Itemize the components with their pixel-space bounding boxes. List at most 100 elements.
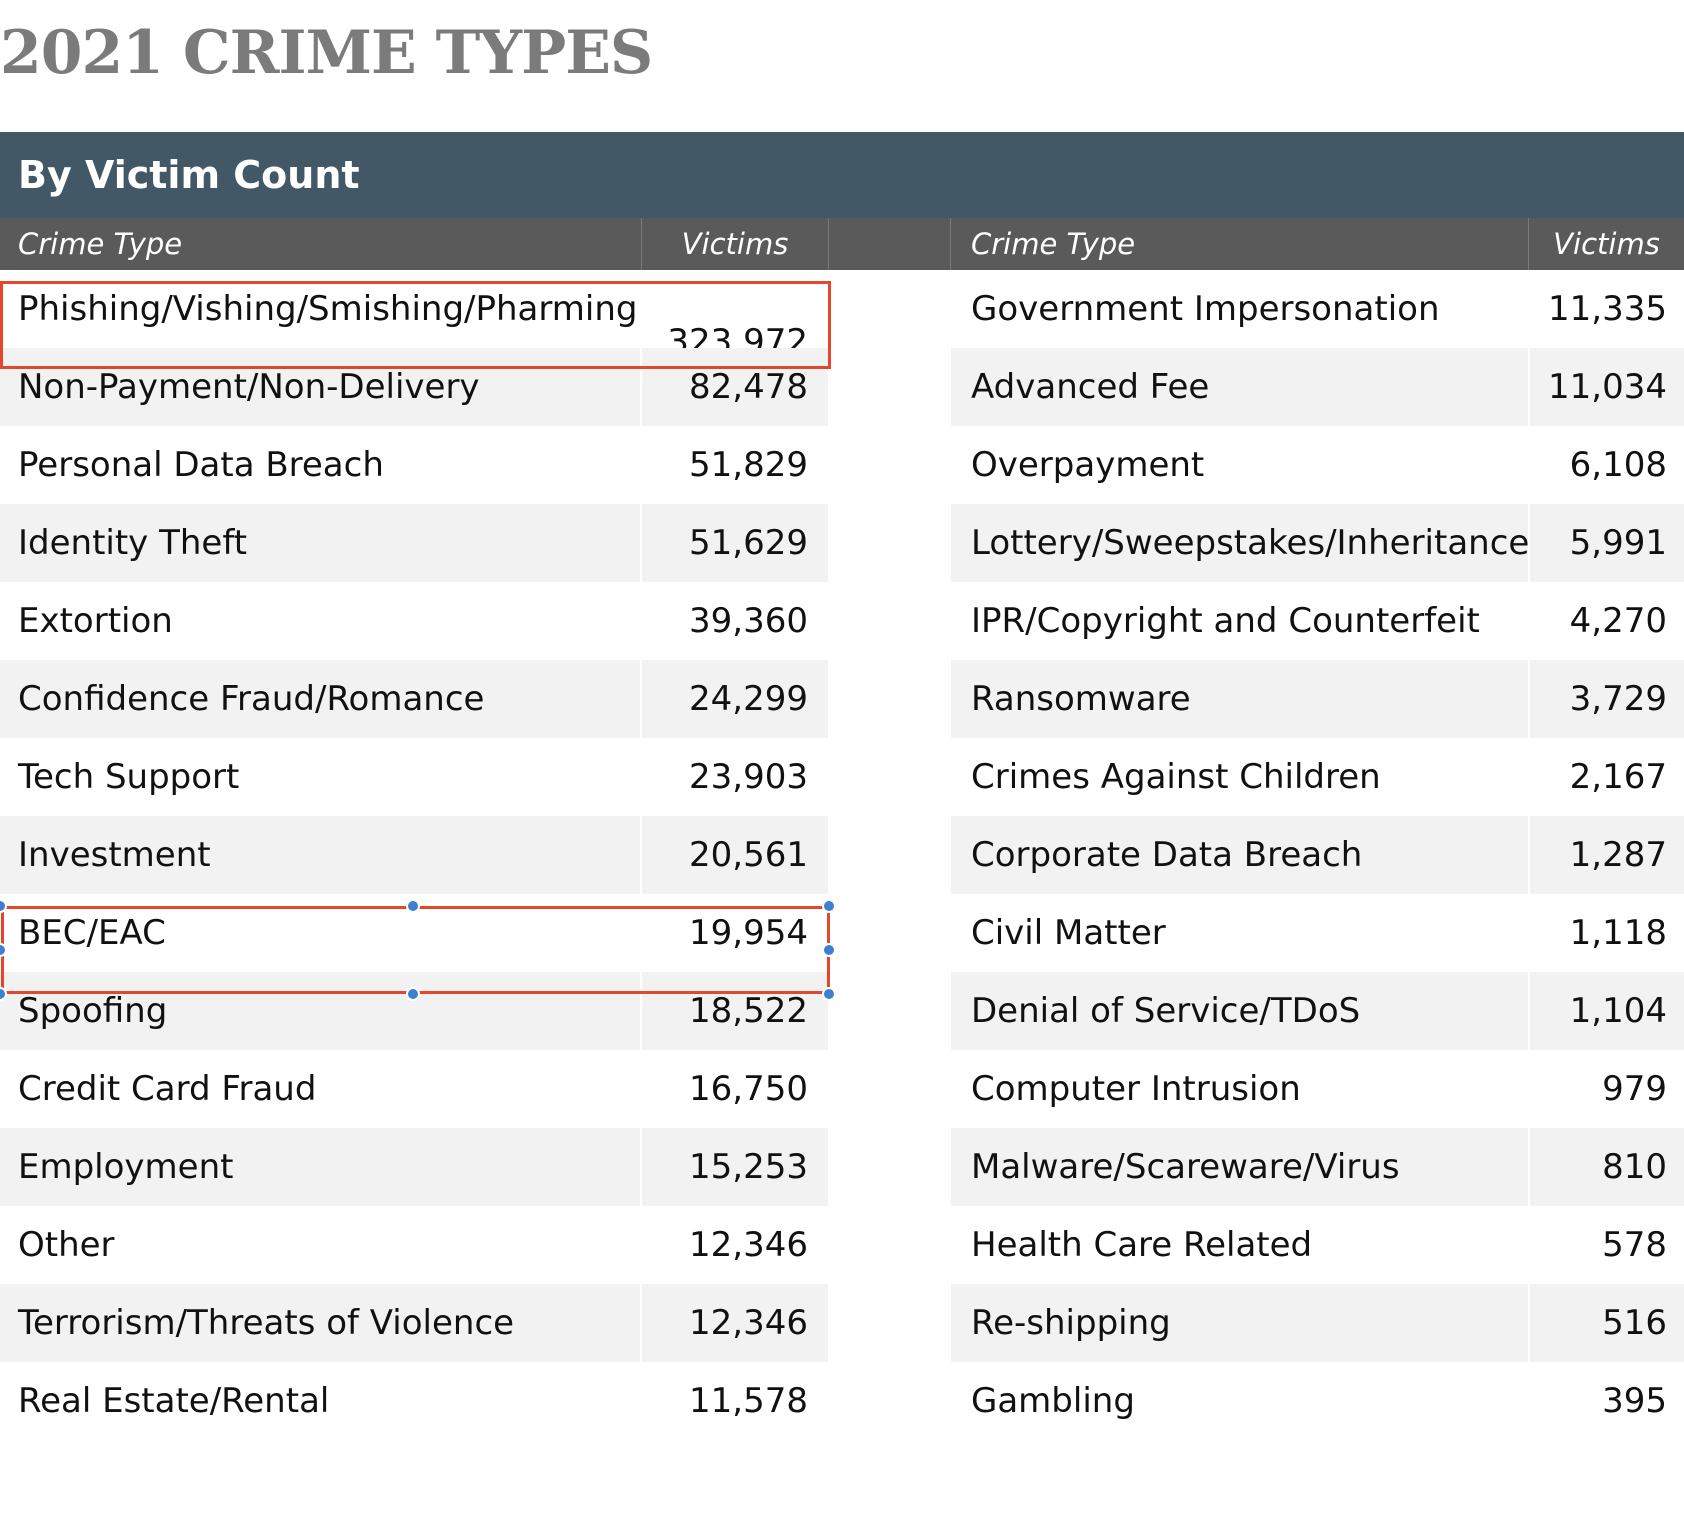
crime-type-cell: Credit Card Fraud xyxy=(18,1069,317,1109)
victims-cell: 3,729 xyxy=(1569,679,1667,719)
resize-handle-middle-left[interactable] xyxy=(0,943,7,957)
column-divider xyxy=(1528,426,1530,504)
crime-type-cell: Health Care Related xyxy=(971,1225,1313,1265)
table-row: Health Care Related 578 xyxy=(951,1206,1684,1284)
victims-cell: 19,954 xyxy=(689,913,808,953)
victims-cell: 11,578 xyxy=(689,1381,808,1421)
column-divider xyxy=(640,1206,642,1284)
victims-cell: 15,253 xyxy=(689,1147,808,1187)
table-row: BEC/EAC 19,954 xyxy=(0,894,828,972)
column-divider xyxy=(640,972,642,1050)
crime-type-cell: Computer Intrusion xyxy=(971,1069,1301,1109)
victims-cell: 16,750 xyxy=(689,1069,808,1109)
column-divider xyxy=(640,1362,642,1440)
table-row: Gambling 395 xyxy=(951,1362,1684,1440)
victims-cell: 578 xyxy=(1602,1225,1667,1265)
resize-handle-bottom-left[interactable] xyxy=(0,987,7,1001)
column-divider xyxy=(640,348,642,426)
header-divider xyxy=(1528,218,1529,270)
header-victims-left: Victims xyxy=(681,227,789,261)
victims-cell: 6,108 xyxy=(1569,445,1667,485)
crime-type-cell: Lottery/Sweepstakes/Inheritance xyxy=(971,523,1530,563)
victims-cell: 20,561 xyxy=(689,835,808,875)
column-divider xyxy=(1528,348,1530,426)
victims-cell: 51,829 xyxy=(689,445,808,485)
column-divider xyxy=(1528,660,1530,738)
table-row: Corporate Data Breach 1,287 xyxy=(951,816,1684,894)
table-row: IPR/Copyright and Counterfeit 4,270 xyxy=(951,582,1684,660)
column-divider xyxy=(1528,894,1530,972)
column-divider xyxy=(1528,1284,1530,1362)
victims-cell: 979 xyxy=(1602,1069,1667,1109)
crime-type-cell: Re-shipping xyxy=(971,1303,1171,1343)
table-row: Government Impersonation 11,335 xyxy=(951,270,1684,348)
table-row: Advanced Fee 11,034 xyxy=(951,348,1684,426)
right-table-body: Government Impersonation 11,335 Advanced F… xyxy=(951,270,1684,1440)
column-divider xyxy=(1528,504,1530,582)
resize-handle-top-right[interactable] xyxy=(822,899,836,913)
table-row: Employment 15,253 xyxy=(0,1128,828,1206)
table-row: Re-shipping 516 xyxy=(951,1284,1684,1362)
crime-type-cell: Tech Support xyxy=(18,757,240,797)
table-row: Computer Intrusion 979 xyxy=(951,1050,1684,1128)
crime-type-cell: BEC/EAC xyxy=(18,913,166,953)
column-divider xyxy=(640,660,642,738)
victims-cell: 5,991 xyxy=(1569,523,1667,563)
crime-type-cell: Government Impersonation xyxy=(971,289,1440,329)
crime-type-cell: Non-Payment/Non-Delivery xyxy=(18,367,480,407)
page-title: 2021 CRIME TYPES xyxy=(0,18,653,88)
table-row: Ransomware 3,729 xyxy=(951,660,1684,738)
victims-cell: 51,629 xyxy=(689,523,808,563)
crime-type-cell: Other xyxy=(18,1225,115,1265)
victims-cell: 11,335 xyxy=(1548,289,1667,329)
header-divider xyxy=(641,218,642,270)
column-divider xyxy=(640,270,642,348)
victims-cell: 810 xyxy=(1602,1147,1667,1187)
table-row: Credit Card Fraud 16,750 xyxy=(0,1050,828,1128)
table-row: Lottery/Sweepstakes/Inheritance 5,991 xyxy=(951,504,1684,582)
victims-cell: 1,118 xyxy=(1569,913,1667,953)
crime-type-cell: Spoofing xyxy=(18,991,168,1031)
table-row: Confidence Fraud/Romance 24,299 xyxy=(0,660,828,738)
victims-cell: 395 xyxy=(1602,1381,1667,1421)
column-divider xyxy=(1528,738,1530,816)
column-divider xyxy=(1528,1050,1530,1128)
column-divider xyxy=(640,1050,642,1128)
resize-handle-top-middle[interactable] xyxy=(406,899,420,913)
column-divider xyxy=(1528,582,1530,660)
column-divider xyxy=(1528,1128,1530,1206)
victims-cell: 82,478 xyxy=(689,367,808,407)
column-divider xyxy=(1528,1206,1530,1284)
crime-type-cell: Corporate Data Breach xyxy=(971,835,1363,875)
table-row: Overpayment 6,108 xyxy=(951,426,1684,504)
victims-cell: 1,104 xyxy=(1569,991,1667,1031)
resize-handle-bottom-middle[interactable] xyxy=(406,987,420,1001)
column-divider xyxy=(640,1284,642,1362)
table-row: Phishing/Vishing/Smishing/Pharming 323,97… xyxy=(0,270,828,359)
table-row: Real Estate/Rental 11,578 xyxy=(0,1362,828,1440)
victims-cell: 12,346 xyxy=(689,1303,808,1343)
resize-handle-bottom-right[interactable] xyxy=(822,987,836,1001)
crime-type-cell: Civil Matter xyxy=(971,913,1166,953)
crime-type-cell: Terrorism/Threats of Violence xyxy=(18,1303,515,1343)
table-row: Spoofing 18,522 xyxy=(0,972,828,1050)
crime-type-cell: Gambling xyxy=(971,1381,1135,1421)
victims-cell: 12,346 xyxy=(689,1225,808,1265)
table-banner: By Victim Count xyxy=(0,132,1684,218)
resize-handle-middle-right[interactable] xyxy=(822,943,836,957)
left-table-body: Phishing/Vishing/Smishing/Pharming 323,97… xyxy=(0,270,828,1440)
column-divider xyxy=(1528,972,1530,1050)
table-row: Identity Theft 51,629 xyxy=(0,504,828,582)
column-divider xyxy=(640,582,642,660)
table-row: Non-Payment/Non-Delivery 82,478 xyxy=(0,348,828,426)
victims-cell: 2,167 xyxy=(1569,757,1667,797)
table-row: Investment 20,561 xyxy=(0,816,828,894)
crime-type-cell: Employment xyxy=(18,1147,234,1187)
table-row: Malware/Scareware/Virus 810 xyxy=(951,1128,1684,1206)
table-row: Civil Matter 1,118 xyxy=(951,894,1684,972)
column-divider xyxy=(640,738,642,816)
table-row: Personal Data Breach 51,829 xyxy=(0,426,828,504)
crime-type-cell: Advanced Fee xyxy=(971,367,1210,407)
column-divider xyxy=(640,426,642,504)
resize-handle-top-left[interactable] xyxy=(0,899,7,913)
